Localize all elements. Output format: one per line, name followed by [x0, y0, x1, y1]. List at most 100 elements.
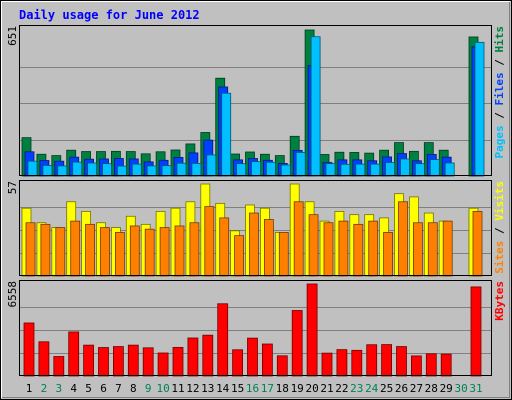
sites-bar-day-31	[472, 211, 483, 277]
kbytes-bar-day-2	[38, 341, 50, 377]
pages-bar-day-3	[57, 165, 68, 177]
axis-legend-part: /	[493, 53, 506, 73]
pages-bar-day-6	[102, 163, 112, 177]
axis-legend-part: /	[493, 106, 506, 126]
sites-bar-day-11	[174, 225, 185, 277]
pages-bar-day-14	[221, 92, 232, 177]
pages-bar-day-15	[236, 163, 247, 177]
pages-bar-day-5	[87, 162, 97, 177]
day-label-11: 11	[171, 382, 184, 395]
sites-bar-day-14	[219, 217, 230, 277]
kbytes-bar-day-21	[321, 352, 333, 377]
visits-panel-max-label: 57	[6, 181, 19, 194]
kbytes-bar-day-31	[470, 286, 482, 377]
pages-bar-day-1	[27, 160, 38, 177]
axis-legend-part: /	[493, 221, 506, 241]
axis-legend-part: Hits	[493, 26, 506, 53]
pages-bar-day-10	[161, 165, 172, 177]
sites-bar-day-26	[398, 201, 408, 277]
pages-bar-day-20	[310, 36, 321, 177]
kbytes-panel-axis-legend: KBytes	[493, 281, 506, 321]
kbytes-bar-day-8	[127, 344, 139, 377]
sites-bar-day-29	[442, 220, 453, 277]
sites-bar-day-20	[308, 214, 319, 277]
sites-bar-day-21	[323, 222, 334, 277]
day-label-25: 25	[380, 382, 393, 395]
kbytes-bar-day-18	[276, 355, 288, 377]
kbytes-bar-day-20	[306, 283, 318, 377]
hits-panel-grid	[20, 67, 491, 141]
sites-bar-day-24	[368, 220, 379, 277]
pages-bar-day-8	[131, 163, 142, 177]
pages-bar-day-23	[355, 163, 366, 177]
sites-bar-day-12	[189, 222, 200, 277]
sites-bar-day-6	[100, 227, 110, 277]
pages-bar-day-18	[280, 164, 291, 177]
pages-bar-day-13	[206, 154, 217, 177]
visits-panel-frame	[19, 180, 492, 276]
pages-bar-day-28	[429, 159, 440, 177]
day-label-24: 24	[365, 382, 379, 395]
day-label-3: 3	[55, 382, 62, 395]
kbytes-bar-day-16	[247, 337, 258, 377]
day-label-2: 2	[41, 382, 48, 395]
day-label-10: 10	[156, 382, 169, 395]
kbytes-bar-day-14	[217, 303, 229, 377]
day-label-22: 22	[335, 382, 348, 395]
kbytes-bar-day-19	[291, 310, 303, 377]
axis-legend-part: KBytes	[493, 281, 506, 321]
kbytes-bar-day-1	[23, 322, 35, 377]
day-label-18: 18	[276, 382, 289, 395]
sites-bar-day-4	[70, 220, 81, 277]
day-label-13: 13	[201, 382, 214, 395]
sites-bar-day-9	[144, 228, 155, 277]
pages-bar-day-21	[325, 163, 336, 177]
axis-legend-part: Pages	[493, 125, 506, 158]
sites-bar-day-7	[115, 232, 125, 277]
day-label-6: 6	[100, 382, 107, 395]
pages-bar-day-11	[176, 162, 187, 177]
axis-legend-part: Files	[493, 72, 506, 105]
sites-bar-day-27	[412, 222, 423, 277]
day-label-1: 1	[26, 382, 33, 395]
sites-bar-day-3	[55, 227, 66, 277]
day-label-12: 12	[186, 382, 199, 395]
pages-bar-day-25	[385, 162, 396, 177]
kbytes-panel-bars	[23, 283, 482, 377]
pages-bar-day-9	[146, 165, 157, 177]
hits-panel-background	[19, 25, 492, 176]
pages-bar-day-24	[370, 163, 381, 177]
kbytes-bar-day-7	[113, 346, 124, 377]
day-label-29: 29	[440, 382, 453, 395]
hits-panel-frame	[19, 25, 492, 176]
sites-bar-day-17	[263, 219, 274, 277]
sites-bar-day-5	[85, 223, 95, 277]
kbytes-bar-day-12	[187, 337, 199, 377]
sites-bar-day-23	[353, 223, 364, 277]
day-label-5: 5	[85, 382, 92, 395]
kbytes-bar-day-26	[396, 346, 407, 377]
sites-bar-day-2	[40, 223, 51, 277]
pages-bar-day-29	[444, 162, 455, 177]
pages-bar-day-31	[474, 41, 485, 177]
hits-panel-max-label: 651	[6, 26, 19, 46]
sites-bar-day-22	[338, 220, 349, 277]
pages-bar-day-27	[414, 163, 425, 177]
pages-bar-day-7	[117, 165, 127, 177]
day-label-9: 9	[145, 382, 152, 395]
chart-title: Daily usage for June 2012	[19, 8, 200, 22]
kbytes-bar-day-23	[351, 349, 363, 377]
pages-bar-day-2	[42, 165, 53, 177]
kbytes-bar-day-11	[172, 346, 184, 377]
axis-legend-part: Visits	[493, 181, 506, 221]
day-label-30: 30	[454, 382, 467, 395]
kbytes-bar-day-5	[83, 344, 94, 377]
kbytes-bar-day-4	[68, 331, 80, 377]
sites-bar-day-8	[129, 225, 140, 277]
day-label-14: 14	[216, 382, 230, 395]
sites-bar-day-13	[204, 206, 215, 277]
day-label-27: 27	[410, 382, 423, 395]
day-axis-labels: 1 2 3 4 5 6 7 8 9 10 11 12 13 14 15 16 17 18 19 20 21 22 23 24 2…	[26, 382, 483, 395]
day-label-4: 4	[70, 382, 77, 395]
